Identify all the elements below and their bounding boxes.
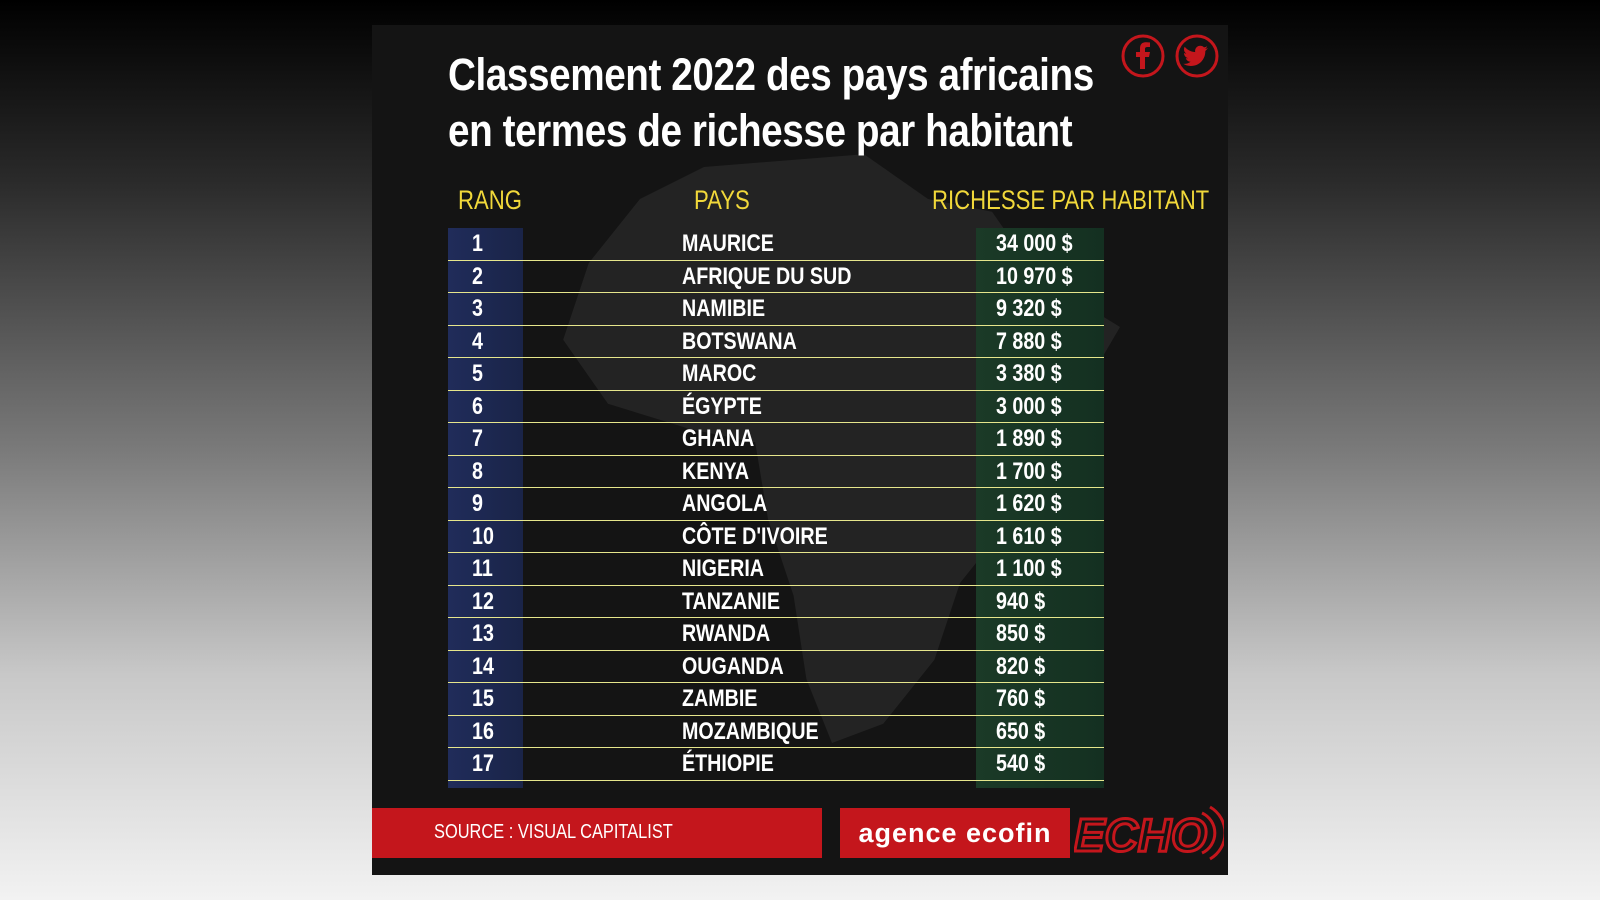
table-row: 5 MAROC 3 380 $ [448,358,1104,391]
country-cell: MAROC [682,360,757,387]
rank-cell: 15 [472,685,494,712]
rank-cell: 1 [472,230,483,257]
table-row: 12 TANZANIE 940 $ [448,586,1104,618]
table-row: 17 ÉTHIOPIE 540 $ [448,748,1104,781]
country-cell: OUGANDA [682,652,784,680]
page-title: Classement 2022 des pays africains en te… [448,47,1094,159]
source-banner: SOURCE : VISUAL CAPITALIST [372,808,822,858]
country-cell: AFRIQUE DU SUD [682,262,852,290]
value-cell: 1 700 $ [996,457,1062,485]
table-row: 10 CÔTE D'IVOIRE 1 610 $ [448,521,1104,553]
rank-cell: 2 [472,262,483,290]
table-row: 4 BOTSWANA 7 880 $ [448,326,1104,358]
value-cell: 10 970 $ [996,262,1073,290]
rank-cell: 5 [472,360,483,387]
country-cell: GHANA [682,425,755,452]
rank-cell: 3 [472,295,483,322]
value-cell: 1 100 $ [996,555,1062,582]
infographic-card: Classement 2022 des pays africains en te… [372,25,1228,875]
country-cell: MAURICE [682,230,774,257]
twitter-icon[interactable] [1174,33,1220,79]
table-row: 9 ANGOLA 1 620 $ [448,488,1104,521]
value-cell: 650 $ [996,717,1046,745]
country-cell: ZAMBIE [682,685,758,712]
source-text: SOURCE : VISUAL CAPITALIST [434,821,673,843]
rank-cell: 7 [472,425,483,452]
value-cell: 1 610 $ [996,522,1062,550]
country-cell: TANZANIE [682,587,781,615]
table-row: 7 GHANA 1 890 $ [448,423,1104,456]
rank-cell: 13 [472,620,494,647]
value-cell: 1 620 $ [996,490,1062,517]
table-row: 6 ÉGYPTE 3 000 $ [448,391,1104,423]
rank-cell: 12 [472,587,494,615]
value-cell: 760 $ [996,685,1046,712]
country-cell: NIGERIA [682,555,765,582]
country-cell: ÉGYPTE [682,392,762,420]
value-cell: 940 $ [996,587,1046,615]
rank-cell: 14 [472,652,494,680]
country-cell: KENYA [682,457,750,485]
country-cell: BOTSWANA [682,327,797,355]
value-cell: 7 880 $ [996,327,1062,355]
echo-logo: ECHO [1074,805,1224,863]
column-header-richesse: RICHESSE PAR HABITANT [932,185,1210,215]
rank-cell: 8 [472,457,483,485]
rank-cell: 11 [472,555,493,582]
table-row: 2 AFRIQUE DU SUD 10 970 $ [448,261,1104,293]
rank-cell: 4 [472,327,483,355]
country-cell: ANGOLA [682,490,768,517]
rank-cell: 10 [472,522,494,550]
table-row: 15 ZAMBIE 760 $ [448,683,1104,716]
value-cell: 3 000 $ [996,392,1062,420]
country-cell: RWANDA [682,620,771,647]
country-cell: MOZAMBIQUE [682,717,819,745]
table-row: 16 MOZAMBIQUE 650 $ [448,716,1104,748]
table-row: 1 MAURICE 34 000 $ [448,228,1104,261]
column-header-pays: PAYS [694,185,750,215]
ranking-table: 1 MAURICE 34 000 $ 2 AFRIQUE DU SUD 10 970 $ 3… [448,228,1104,788]
value-cell: 9 320 $ [996,295,1062,322]
value-cell: 3 380 $ [996,360,1062,387]
value-cell: 540 $ [996,750,1046,777]
value-cell: 820 $ [996,652,1046,680]
table-row: 8 KENYA 1 700 $ [448,456,1104,488]
table-row: 14 OUGANDA 820 $ [448,651,1104,683]
table-row: 13 RWANDA 850 $ [448,618,1104,651]
facebook-icon[interactable] [1120,33,1166,79]
title-line-1: Classement 2022 des pays africains [448,49,1094,100]
rank-cell: 16 [472,717,494,745]
value-cell: 1 890 $ [996,425,1062,452]
table-row: 3 NAMIBIE 9 320 $ [448,293,1104,326]
country-cell: CÔTE D'IVOIRE [682,522,828,550]
country-cell: ÉTHIOPIE [682,750,774,777]
rank-cell: 9 [472,490,483,517]
value-cell: 34 000 $ [996,230,1073,257]
rank-column-background [448,228,523,788]
agence-ecofin-logo: agence ecofin [840,808,1070,858]
table-row: 11 NIGERIA 1 100 $ [448,553,1104,586]
echo-logo-text: ECHO [1074,809,1207,861]
rank-cell: 17 [472,750,494,777]
column-header-rang: RANG [458,185,522,215]
title-line-2: en termes de richesse par habitant [448,105,1073,156]
country-cell: NAMIBIE [682,295,766,322]
value-column-background [976,228,1104,788]
rank-cell: 6 [472,392,483,420]
value-cell: 850 $ [996,620,1046,647]
